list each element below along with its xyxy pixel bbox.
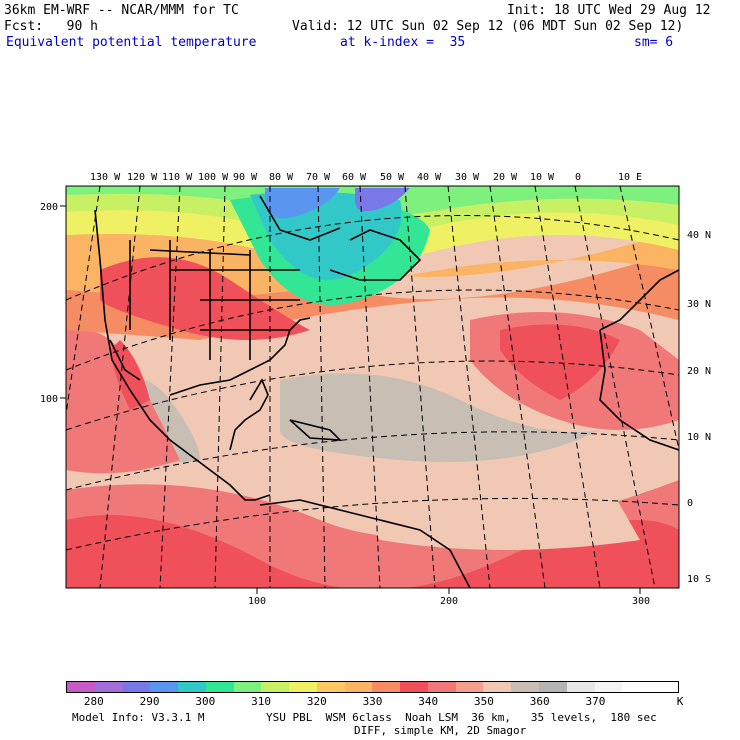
forecast-hour: Fcst: 90 h bbox=[4, 19, 98, 34]
colorbar-swatch bbox=[316, 682, 345, 692]
right-lat-labels: 40 N 30 N 20 N 10 N 0 10 S bbox=[687, 230, 711, 585]
lat-label: 10 S bbox=[687, 574, 711, 585]
lon-label: 120 W bbox=[127, 172, 158, 183]
lon-label: 110 W bbox=[162, 172, 193, 183]
lon-label: 10 E bbox=[618, 172, 642, 183]
lon-label: 20 W bbox=[493, 172, 518, 183]
colorbar-swatch bbox=[483, 682, 512, 692]
lon-label: 50 W bbox=[380, 172, 405, 183]
physics-info: YSU PBL WSM 6class Noah LSM 36 km, 35 le… bbox=[266, 711, 657, 724]
colorbar-swatch bbox=[566, 682, 595, 692]
bottom-grid-label: 200 bbox=[440, 596, 458, 607]
axis-ticks bbox=[60, 205, 641, 594]
field-name: Equivalent potential temperature bbox=[6, 35, 257, 50]
lon-label: 70 W bbox=[306, 172, 331, 183]
colorbar-label: 320 bbox=[306, 695, 327, 708]
colorbar-swatch bbox=[594, 682, 623, 692]
lat-label: 40 N bbox=[687, 230, 711, 241]
bottom-grid-label: 100 bbox=[248, 596, 266, 607]
colorbar-swatch bbox=[539, 682, 567, 692]
lat-label: 20 N bbox=[687, 366, 711, 377]
model-info: Model Info: V3.3.1 M bbox=[72, 711, 205, 724]
smoothing: sm= 6 bbox=[634, 35, 674, 50]
colorbar-swatch bbox=[122, 682, 151, 692]
colorbar-unit: K bbox=[676, 695, 684, 708]
colorbar-swatch bbox=[205, 682, 234, 692]
colorbar-label: 350 bbox=[474, 695, 494, 708]
colorbar-label: 330 bbox=[362, 695, 383, 708]
colorbar-swatch bbox=[400, 682, 428, 692]
lon-label: 0 bbox=[575, 172, 581, 183]
colorbar-label: 360 bbox=[529, 695, 550, 708]
map-frame bbox=[65, 185, 680, 589]
lon-label: 10 W bbox=[530, 172, 555, 183]
lon-label: 40 W bbox=[417, 172, 442, 183]
lon-label: 60 W bbox=[342, 172, 367, 183]
left-grid-label: 200 bbox=[40, 202, 58, 213]
coastlines bbox=[94, 195, 679, 588]
colorbar-swatch bbox=[650, 682, 678, 692]
colorbar-swatch bbox=[427, 682, 456, 692]
valid-time: Valid: 12 UTC Sun 02 Sep 12 (06 MDT Sun … bbox=[292, 19, 684, 34]
lat-label: 30 N bbox=[687, 299, 711, 310]
level-index: at k-index = 35 bbox=[340, 35, 466, 50]
colorbar-swatch bbox=[261, 682, 290, 692]
colorbar bbox=[66, 681, 679, 693]
colorbar-swatch bbox=[622, 682, 651, 692]
colorbar-label: 370 bbox=[585, 695, 606, 708]
colorbar-swatch bbox=[67, 682, 95, 692]
lon-label: 130 W bbox=[90, 172, 121, 183]
bottom-grid-label: 300 bbox=[632, 596, 650, 607]
init-time: Init: 18 UTC Wed 29 Aug 12 bbox=[507, 3, 711, 18]
lon-label: 90 W bbox=[233, 172, 258, 183]
colorbar-label: 310 bbox=[251, 695, 271, 708]
colorbar-swatch bbox=[372, 682, 401, 692]
left-grid-label: 100 bbox=[40, 394, 58, 405]
lon-label: 30 W bbox=[455, 172, 480, 183]
colorbar-swatch bbox=[150, 682, 179, 692]
field-shading bbox=[66, 186, 679, 588]
colorbar-label: 280 bbox=[83, 695, 104, 708]
colorbar-swatch bbox=[344, 682, 373, 692]
top-lon-labels: 130 W 120 W 110 W 100 W 90 W 80 W 70 W 60 W 50 W… bbox=[90, 172, 642, 183]
colorbar-swatch bbox=[511, 682, 540, 692]
lat-lon-grid bbox=[66, 186, 679, 588]
colorbar-label: 290 bbox=[139, 695, 160, 708]
lon-label: 80 W bbox=[269, 172, 294, 183]
colorbar-swatch bbox=[233, 682, 262, 692]
colorbar-swatch bbox=[178, 682, 206, 692]
colorbar-label: 340 bbox=[418, 695, 439, 708]
diffusion-info: DIFF, simple KM, 2D Smagor bbox=[354, 724, 527, 737]
lat-label: 10 N bbox=[687, 432, 711, 443]
lon-label: 100 W bbox=[198, 172, 229, 183]
lat-label: 0 bbox=[687, 498, 693, 509]
colorbar-swatch bbox=[455, 682, 484, 692]
colorbar-label: 300 bbox=[195, 695, 216, 708]
colorbar-swatch bbox=[289, 682, 317, 692]
model-title: 36km EM-WRF -- NCAR/MMM for TC bbox=[4, 3, 239, 18]
colorbar-swatch bbox=[94, 682, 123, 692]
